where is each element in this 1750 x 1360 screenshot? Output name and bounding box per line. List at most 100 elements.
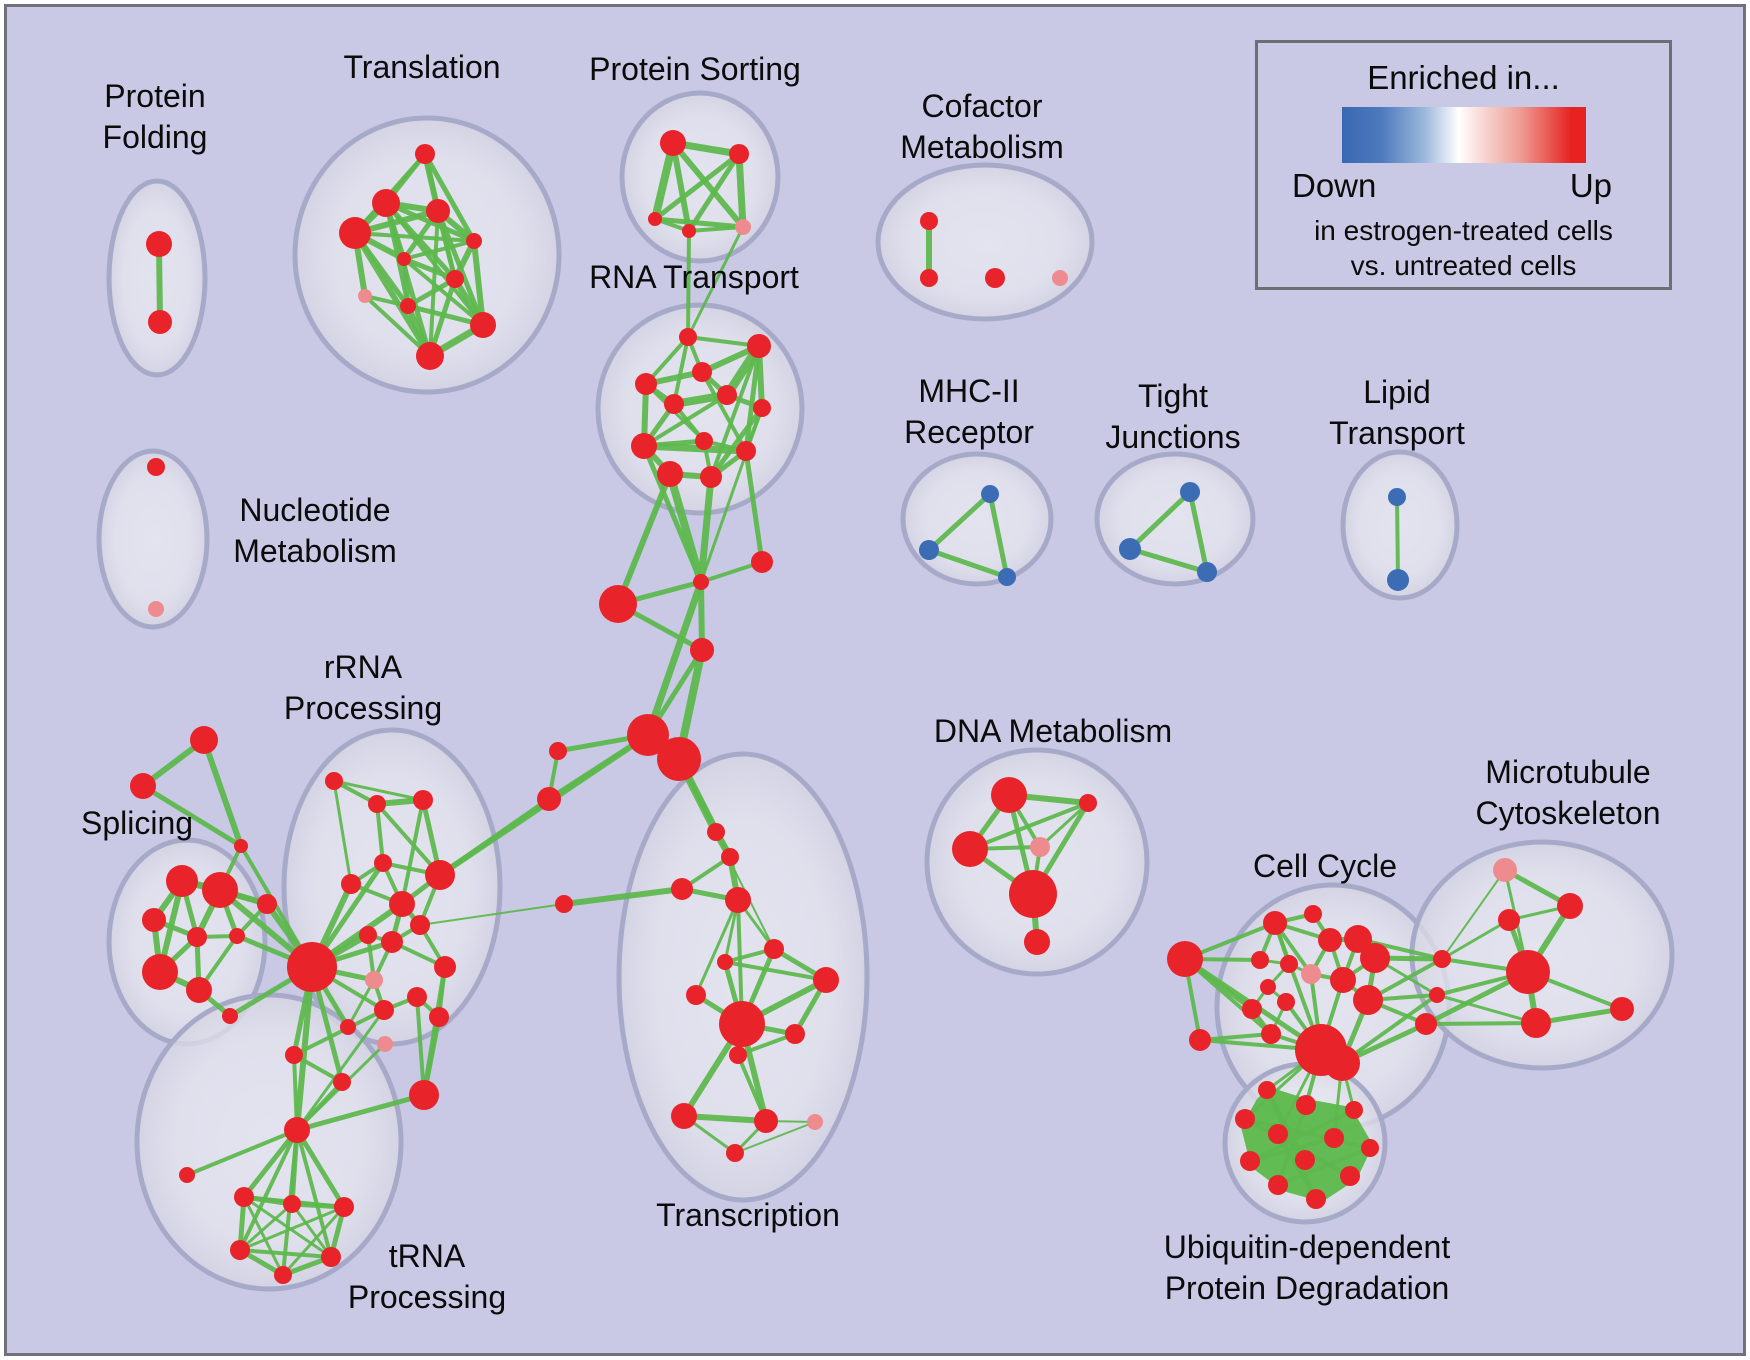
- network-node-RR10[interactable]: [381, 931, 403, 953]
- network-node-M1[interactable]: [690, 638, 714, 662]
- network-node-T5[interactable]: [466, 233, 482, 249]
- network-node-PS5[interactable]: [735, 219, 751, 235]
- network-node-SL2[interactable]: [537, 787, 561, 811]
- network-node-J2[interactable]: [555, 895, 573, 913]
- network-node-RR7[interactable]: [389, 891, 415, 917]
- network-node-TRN8[interactable]: [729, 1046, 747, 1064]
- network-node-TRN4[interactable]: [717, 954, 733, 970]
- network-node-TC2[interactable]: [721, 848, 739, 866]
- network-node-RT2[interactable]: [747, 334, 771, 358]
- network-node-CC11[interactable]: [1242, 999, 1262, 1019]
- network-node-RR19[interactable]: [333, 1073, 351, 1091]
- network-node-RR18[interactable]: [340, 1019, 356, 1035]
- network-node-RR2[interactable]: [368, 795, 386, 813]
- network-node-CC7[interactable]: [1301, 964, 1321, 984]
- network-node-TN1[interactable]: [234, 1187, 254, 1207]
- network-node-X3[interactable]: [1415, 1013, 1437, 1035]
- network-node-RR8[interactable]: [410, 915, 430, 935]
- network-node-DM6[interactable]: [1024, 929, 1050, 955]
- network-node-RR1[interactable]: [325, 772, 343, 790]
- network-node-CC6[interactable]: [1280, 955, 1298, 973]
- network-node-UB6[interactable]: [1324, 1128, 1344, 1148]
- network-node-RR11[interactable]: [257, 894, 277, 914]
- network-node-CH2[interactable]: [1324, 1045, 1360, 1081]
- network-node-DM2[interactable]: [1079, 794, 1097, 812]
- network-node-CC15[interactable]: [1189, 1029, 1211, 1051]
- network-node-T9[interactable]: [400, 298, 416, 314]
- network-node-ST2[interactable]: [130, 773, 156, 799]
- network-node-RR4[interactable]: [374, 854, 392, 872]
- network-node-CC14[interactable]: [1261, 1024, 1281, 1044]
- network-node-MT4[interactable]: [1610, 997, 1634, 1021]
- network-node-RT9[interactable]: [631, 433, 657, 459]
- network-node-UB5[interactable]: [1268, 1124, 1288, 1144]
- network-node-PS4[interactable]: [682, 224, 696, 238]
- network-node-ST1[interactable]: [190, 726, 218, 754]
- network-node-UB12[interactable]: [1306, 1189, 1326, 1209]
- network-node-RT6[interactable]: [664, 394, 684, 414]
- network-node-TRN12[interactable]: [726, 1144, 744, 1162]
- network-node-CC2[interactable]: [1304, 905, 1322, 923]
- network-node-TRN7[interactable]: [785, 1024, 805, 1044]
- network-node-UB3[interactable]: [1235, 1109, 1255, 1129]
- network-node-RR20[interactable]: [409, 1080, 439, 1110]
- network-node-DM5[interactable]: [1009, 870, 1057, 918]
- network-node-RT11[interactable]: [657, 461, 683, 487]
- network-node-CC4[interactable]: [1344, 925, 1372, 953]
- network-node-SL1[interactable]: [549, 742, 567, 760]
- network-node-RT3[interactable]: [692, 362, 712, 382]
- network-node-RR13[interactable]: [365, 971, 383, 989]
- network-node-SPL2[interactable]: [202, 872, 238, 908]
- network-node-TJ1[interactable]: [1180, 482, 1200, 502]
- network-node-X1[interactable]: [1433, 950, 1451, 968]
- network-node-SPL6[interactable]: [142, 954, 178, 990]
- network-node-CC5[interactable]: [1251, 951, 1269, 969]
- network-node-BIG1[interactable]: [599, 585, 637, 623]
- network-node-T3[interactable]: [426, 199, 450, 223]
- network-node-TW2[interactable]: [657, 737, 701, 781]
- network-node-RR22[interactable]: [377, 1036, 393, 1052]
- network-node-RH[interactable]: [287, 942, 337, 992]
- network-node-MTH[interactable]: [1506, 950, 1550, 994]
- network-node-SPL1[interactable]: [166, 865, 198, 897]
- network-node-RR6[interactable]: [341, 874, 361, 894]
- network-node-SPL5[interactable]: [229, 928, 245, 944]
- network-node-RR15[interactable]: [374, 1000, 394, 1020]
- network-node-T11[interactable]: [416, 342, 444, 370]
- network-node-TRN3[interactable]: [764, 939, 784, 959]
- network-node-RR3[interactable]: [413, 790, 433, 810]
- network-node-UB8[interactable]: [1240, 1151, 1260, 1171]
- network-node-CCL[interactable]: [1167, 941, 1203, 977]
- network-node-T10[interactable]: [470, 312, 496, 338]
- network-node-TRN1[interactable]: [671, 878, 693, 900]
- network-node-MH1[interactable]: [981, 485, 999, 503]
- network-node-UB1[interactable]: [1258, 1081, 1276, 1099]
- network-node-SPL8[interactable]: [222, 1008, 238, 1024]
- network-node-RJ[interactable]: [284, 1117, 310, 1143]
- network-node-PF2[interactable]: [148, 310, 172, 334]
- network-node-RL[interactable]: [179, 1167, 195, 1183]
- network-node-T6[interactable]: [397, 252, 411, 266]
- network-node-CC8[interactable]: [1330, 967, 1356, 993]
- network-node-PS3[interactable]: [648, 212, 662, 226]
- network-node-LP1[interactable]: [1388, 488, 1406, 506]
- network-node-CC9[interactable]: [1360, 943, 1390, 973]
- network-node-CC10[interactable]: [1260, 979, 1276, 995]
- network-node-TRN6[interactable]: [686, 985, 706, 1005]
- network-node-RT4[interactable]: [635, 373, 657, 395]
- network-node-STJ[interactable]: [234, 839, 248, 853]
- network-node-MT1[interactable]: [1557, 893, 1583, 919]
- network-node-TRN10[interactable]: [754, 1109, 778, 1133]
- network-node-DM3[interactable]: [952, 831, 988, 867]
- network-node-TN3[interactable]: [334, 1197, 354, 1217]
- network-node-RT7[interactable]: [753, 399, 771, 417]
- network-node-T8[interactable]: [358, 289, 372, 303]
- network-node-DM4[interactable]: [1030, 837, 1050, 857]
- network-node-TN5[interactable]: [321, 1247, 341, 1267]
- network-node-TC1[interactable]: [707, 823, 725, 841]
- network-node-MT3[interactable]: [1521, 1008, 1551, 1038]
- network-node-DM1[interactable]: [991, 777, 1027, 813]
- network-node-LP2[interactable]: [1387, 569, 1409, 591]
- network-node-RT10[interactable]: [736, 441, 756, 461]
- network-node-RR12[interactable]: [434, 956, 456, 978]
